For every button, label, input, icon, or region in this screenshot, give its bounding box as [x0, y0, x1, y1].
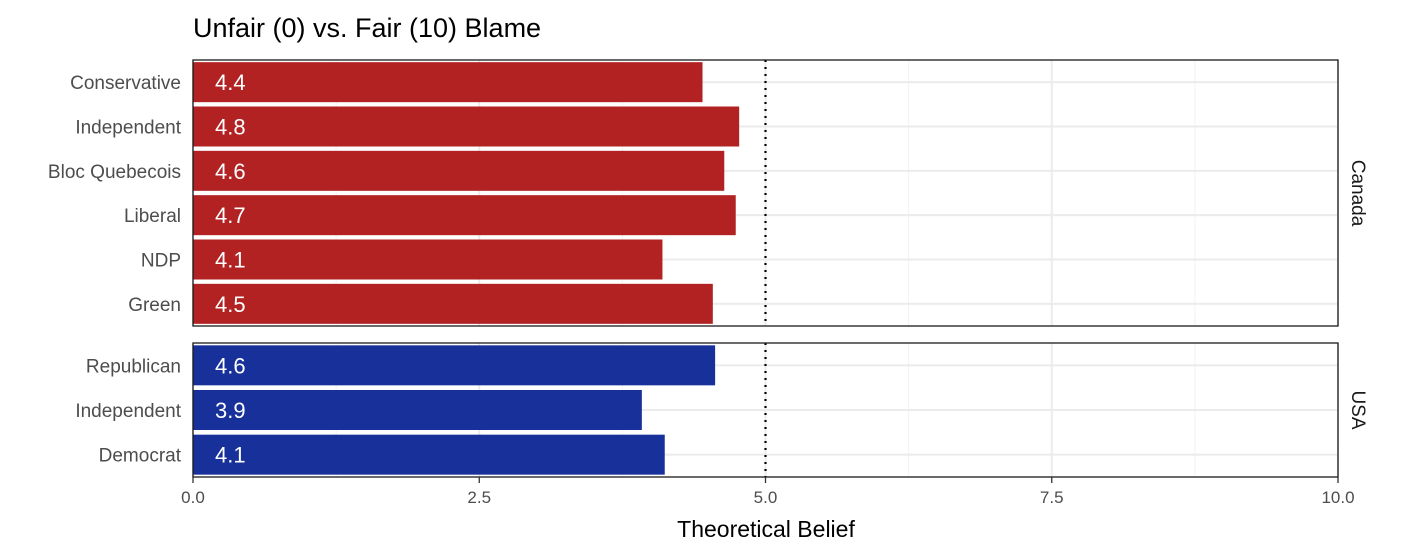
chart-title: Unfair (0) vs. Fair (10) Blame — [193, 13, 541, 43]
category-label: Liberal — [124, 206, 181, 227]
x-axis-title: Theoretical Belief — [677, 516, 855, 542]
bar-layer — [193, 62, 740, 475]
bar — [193, 283, 713, 324]
bar — [193, 106, 740, 147]
category-label: Independent — [75, 401, 181, 422]
bar — [193, 62, 703, 103]
bar-value-label: 4.6 — [215, 159, 246, 184]
category-label: Bloc Quebecois — [48, 162, 181, 183]
bar-value-label: 4.1 — [215, 248, 246, 273]
category-label: Green — [128, 295, 181, 316]
category-label: Conservative — [70, 73, 181, 94]
facet-strip-label: Canada — [1347, 160, 1368, 227]
bar — [193, 239, 663, 280]
bar-value-label: 4.6 — [215, 353, 246, 378]
bar-value-label: 4.8 — [215, 115, 246, 140]
category-label: Democrat — [99, 446, 182, 467]
facet-strip-label: USA — [1347, 390, 1368, 429]
bar — [193, 434, 665, 475]
bar — [193, 345, 716, 386]
bar-value-label: 3.9 — [215, 398, 246, 423]
bar — [193, 150, 725, 191]
bar-value-label: 4.7 — [215, 203, 246, 228]
label-layer: 4.4 Conservative 4.8 Independent 4.6 Bloc Que… — [48, 70, 1368, 468]
x-tick-label: 7.5 — [1040, 488, 1064, 507]
x-tick-label: 10.0 — [1321, 488, 1354, 507]
bar — [193, 390, 642, 430]
x-tick-label: 2.5 — [467, 488, 491, 507]
bar-value-label: 4.5 — [215, 292, 246, 317]
category-label: Republican — [86, 356, 181, 377]
bar — [193, 195, 736, 236]
x-axis: 0.0 2.5 5.0 7.5 10.0 — [181, 477, 1355, 507]
bar-value-label: 4.4 — [215, 70, 246, 95]
panel-border — [192, 59, 1339, 327]
x-tick-label: 0.0 — [181, 488, 205, 507]
category-label: Independent — [75, 118, 181, 139]
x-tick-label: 5.0 — [754, 488, 778, 507]
category-label: NDP — [141, 251, 181, 272]
bar-value-label: 4.1 — [215, 443, 246, 468]
